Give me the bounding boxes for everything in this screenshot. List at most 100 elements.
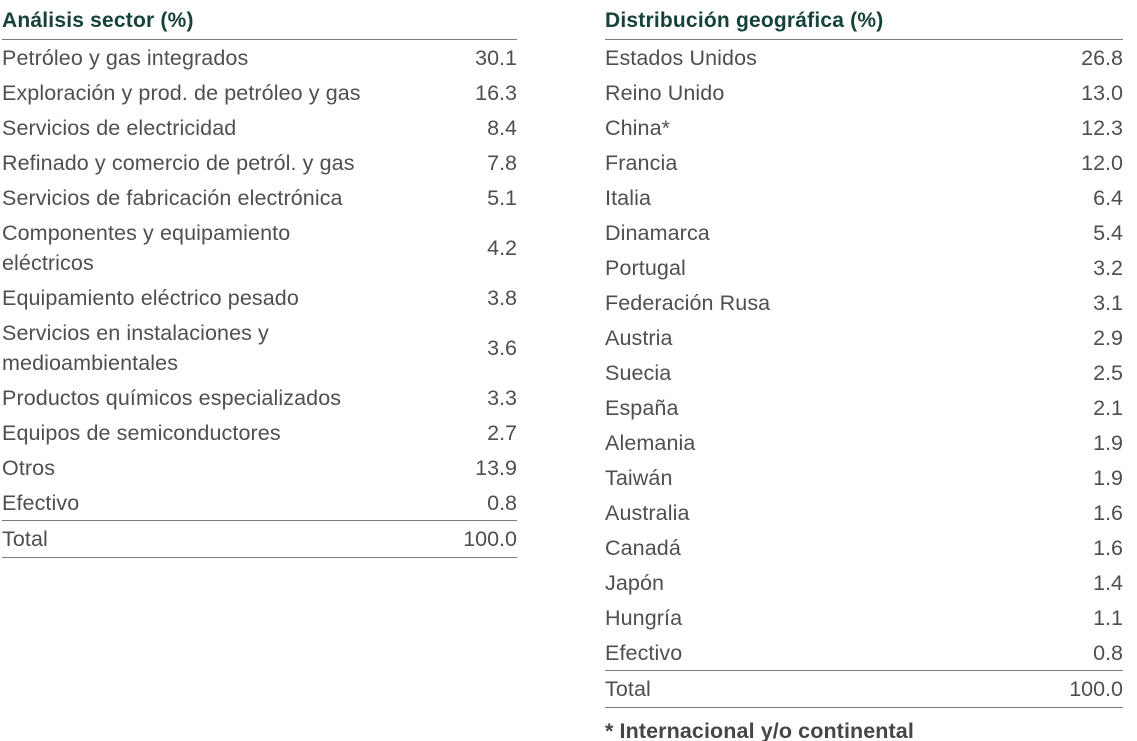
- total-label: Total: [2, 527, 48, 551]
- row-value: 5.4: [1093, 220, 1123, 245]
- row-value: 0.8: [487, 490, 517, 515]
- row-value: 2.1: [1093, 395, 1123, 420]
- row-label: Equipamiento eléctrico pesado: [2, 285, 299, 310]
- row-label: Alemania: [605, 430, 696, 455]
- geography-table-title: Distribución geográfica (%): [605, 8, 1123, 40]
- table-row: Alemania 1.9: [605, 425, 1123, 460]
- table-row: Componentes y equipamiento eléctricos 4.…: [2, 215, 517, 280]
- row-label: Federación Rusa: [605, 290, 771, 315]
- row-label: Otros: [2, 455, 56, 480]
- row-label: Taiwán: [605, 465, 673, 490]
- row-label: Canadá: [605, 535, 681, 560]
- total-value: 100.0: [1069, 677, 1123, 701]
- table-row: Efectivo 0.8: [2, 485, 517, 520]
- geography-table-rows: Estados Unidos 26.8 Reino Unido 13.0 Chi…: [605, 40, 1123, 670]
- row-value: 1.1: [1093, 605, 1123, 630]
- row-value: 2.9: [1093, 325, 1123, 350]
- table-row: Efectivo 0.8: [605, 635, 1123, 670]
- row-value: 7.8: [487, 150, 517, 175]
- table-row: Dinamarca 5.4: [605, 215, 1123, 250]
- row-value: 13.9: [475, 455, 517, 480]
- table-row: Otros 13.9: [2, 450, 517, 485]
- row-value: 2.7: [487, 420, 517, 445]
- row-value: 3.1: [1093, 290, 1123, 315]
- total-label: Total: [605, 677, 651, 701]
- sector-table-rows: Petróleo y gas integrados 30.1 Exploraci…: [2, 40, 517, 520]
- row-label: Reino Unido: [605, 80, 725, 105]
- table-row: Italia 6.4: [605, 180, 1123, 215]
- row-label: Portugal: [605, 255, 686, 280]
- row-label: Servicios de electricidad: [2, 115, 237, 140]
- row-value: 30.1: [475, 45, 517, 70]
- row-value: 8.4: [487, 115, 517, 140]
- row-value: 3.8: [487, 285, 517, 310]
- table-row: Taiwán 1.9: [605, 460, 1123, 495]
- table-row: Japón 1.4: [605, 565, 1123, 600]
- row-label: Australia: [605, 500, 690, 525]
- table-row: Austria 2.9: [605, 320, 1123, 355]
- row-label: Japón: [605, 570, 665, 595]
- row-label: Componentes y equipamiento eléctricos: [2, 220, 291, 275]
- table-row: España 2.1: [605, 390, 1123, 425]
- table-row: Suecia 2.5: [605, 355, 1123, 390]
- row-value: 1.4: [1093, 570, 1123, 595]
- row-label: Efectivo: [2, 490, 80, 515]
- row-value: 1.9: [1093, 465, 1123, 490]
- row-label: Servicios en instalaciones y medioambien…: [2, 320, 269, 375]
- table-row: Francia 12.0: [605, 145, 1123, 180]
- table-row: Reino Unido 13.0: [605, 75, 1123, 110]
- sector-total-row: Total 100.0: [2, 520, 517, 558]
- row-value: 2.5: [1093, 360, 1123, 385]
- row-value: 3.2: [1093, 255, 1123, 280]
- geographic-distribution-table: Distribución geográfica (%) Estados Unid…: [605, 8, 1123, 741]
- row-label: Exploración y prod. de petróleo y gas: [2, 80, 361, 105]
- row-label: Servicios de fabricación electrónica: [2, 185, 343, 210]
- row-value: 13.0: [1081, 80, 1123, 105]
- row-value: 3.6: [487, 335, 517, 360]
- row-label: China*: [605, 115, 671, 140]
- table-row: Australia 1.6: [605, 495, 1123, 530]
- row-label: Hungría: [605, 605, 683, 630]
- sector-analysis-table: Análisis sector (%) Petróleo y gas integ…: [2, 8, 517, 558]
- table-footnote: * Internacional y/o continental: [605, 719, 914, 741]
- row-value: 16.3: [475, 80, 517, 105]
- row-value: 1.6: [1093, 500, 1123, 525]
- sector-table-title: Análisis sector (%): [2, 8, 517, 40]
- row-label: Equipos de semiconductores: [2, 420, 281, 445]
- row-value: 0.8: [1093, 640, 1123, 665]
- row-value: 12.3: [1081, 115, 1123, 140]
- table-row: Equipos de semiconductores 2.7: [2, 415, 517, 450]
- table-row: Equipamiento eléctrico pesado 3.8: [2, 280, 517, 315]
- table-row: China* 12.3: [605, 110, 1123, 145]
- table-row: Hungría 1.1: [605, 600, 1123, 635]
- row-label: Productos químicos especializados: [2, 385, 342, 410]
- table-row: Federación Rusa 3.1: [605, 285, 1123, 320]
- table-row: Petróleo y gas integrados 30.1: [2, 40, 517, 75]
- table-row: Exploración y prod. de petróleo y gas 16…: [2, 75, 517, 110]
- table-row: Portugal 3.2: [605, 250, 1123, 285]
- geography-total-row: Total 100.0: [605, 670, 1123, 708]
- row-value: 26.8: [1081, 45, 1123, 70]
- row-label: Austria: [605, 325, 673, 350]
- row-value: 5.1: [487, 185, 517, 210]
- table-row: Servicios en instalaciones y medioambien…: [2, 315, 517, 380]
- row-label: Francia: [605, 150, 678, 175]
- row-label: Dinamarca: [605, 220, 710, 245]
- row-label: Estados Unidos: [605, 45, 757, 70]
- table-row: Servicios de electricidad 8.4: [2, 110, 517, 145]
- table-row: Productos químicos especializados 3.3: [2, 380, 517, 415]
- table-row: Estados Unidos 26.8: [605, 40, 1123, 75]
- row-value: 12.0: [1081, 150, 1123, 175]
- table-row: Canadá 1.6: [605, 530, 1123, 565]
- row-label: España: [605, 395, 679, 420]
- row-label: Efectivo: [605, 640, 683, 665]
- total-value: 100.0: [463, 527, 517, 551]
- table-row: Refinado y comercio de petról. y gas 7.8: [2, 145, 517, 180]
- row-value: 3.3: [487, 385, 517, 410]
- table-row: Servicios de fabricación electrónica 5.1: [2, 180, 517, 215]
- row-label: Italia: [605, 185, 652, 210]
- row-value: 1.9: [1093, 430, 1123, 455]
- row-label: Petróleo y gas integrados: [2, 45, 249, 70]
- row-value: 4.2: [487, 235, 517, 260]
